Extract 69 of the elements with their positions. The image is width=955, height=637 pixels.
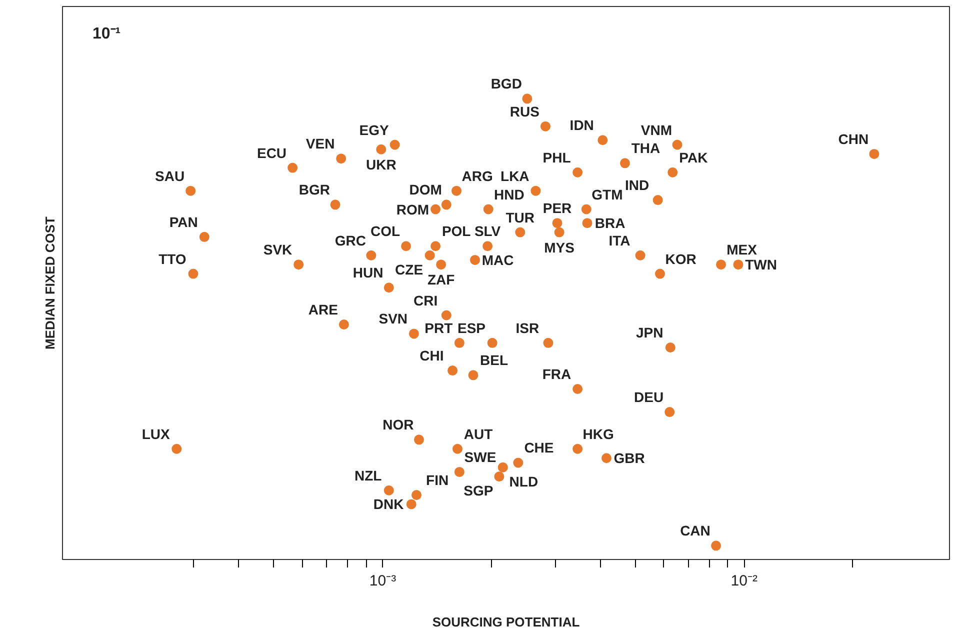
annotation: SAU xyxy=(155,168,185,184)
annotation: HUN xyxy=(352,264,384,281)
annotation: TUR xyxy=(506,209,535,226)
annotation: IND xyxy=(624,177,650,194)
annotation: FIN xyxy=(426,472,449,488)
annotation: ISR xyxy=(516,320,540,336)
annotation: NLD xyxy=(509,473,538,490)
annotation: CHI xyxy=(420,348,444,364)
annotation: AUT xyxy=(464,426,494,442)
annotation: SVN xyxy=(378,310,408,327)
annotation: SLV xyxy=(474,223,502,240)
annotation: IDN xyxy=(570,117,594,134)
annotation: MEX xyxy=(726,242,758,258)
annotation: TTO xyxy=(158,250,186,267)
annotation: COL xyxy=(370,223,400,240)
annotation: DEU xyxy=(634,389,664,406)
annotation: UKR xyxy=(366,156,396,172)
annotation: RUS xyxy=(510,103,540,120)
text: 10⁻¹ xyxy=(92,26,121,42)
annotation: LKA xyxy=(500,168,530,184)
annotation: GBR xyxy=(614,450,645,466)
annotation: ESP xyxy=(458,320,486,336)
annotation: PER xyxy=(542,200,572,216)
annotation: BRA xyxy=(594,215,626,232)
annotation: ITA xyxy=(608,232,630,248)
annotation: ARE xyxy=(308,301,338,318)
annotation: KOR xyxy=(665,250,696,267)
annotation: THA xyxy=(631,140,660,156)
annotation: PAN xyxy=(169,214,198,230)
annotation: DNK xyxy=(373,496,404,512)
annotation: DOM xyxy=(409,182,442,198)
annotation: TWN xyxy=(745,256,777,273)
annotation: ROM xyxy=(396,201,430,218)
annotation: SGP xyxy=(464,482,494,499)
annotation: POL xyxy=(442,223,472,240)
annotation: SWE xyxy=(464,448,496,465)
annotation: MAC xyxy=(482,252,514,268)
annotation: CZE xyxy=(395,261,424,278)
annotation: MYS xyxy=(544,239,574,256)
annotation: CRI xyxy=(414,292,438,308)
annotation: ZAF xyxy=(427,272,456,288)
x-tick-label: 10⁻² xyxy=(730,572,758,590)
x-tick-label: 10⁻³ xyxy=(369,572,396,590)
annotation: HKG xyxy=(582,426,614,442)
annotation: BGD xyxy=(490,76,522,92)
annotation: SVK xyxy=(263,242,292,258)
annotation: CAN xyxy=(680,522,710,539)
annotation: ECU xyxy=(256,144,287,161)
annotation: CHE xyxy=(524,440,554,456)
annotation: CHN xyxy=(838,130,869,147)
annotation: HND xyxy=(494,186,524,202)
annotation: ARG xyxy=(462,168,493,184)
annotation: GTM xyxy=(592,186,623,202)
annotation: JPN xyxy=(636,324,664,341)
x-axis-title: SOURCING POTENTIAL xyxy=(432,614,580,630)
annotation: PRT xyxy=(424,320,454,336)
y-axis-title: MEDIAN FIXED COST xyxy=(42,216,58,350)
annotation: NOR xyxy=(382,416,414,433)
annotation: GRC xyxy=(334,232,366,248)
annotation: PAK xyxy=(679,149,708,166)
annotation: BEL xyxy=(480,352,508,368)
annotation: NZL xyxy=(354,467,382,484)
annotation: BGR xyxy=(298,182,330,198)
annotation: EGY xyxy=(359,122,390,138)
annotation: FRA xyxy=(542,366,572,382)
annotation: VEN xyxy=(306,136,335,152)
annotation: PHL xyxy=(542,149,572,166)
annotation: LUX xyxy=(142,426,170,442)
annotation: VNM xyxy=(640,122,672,138)
